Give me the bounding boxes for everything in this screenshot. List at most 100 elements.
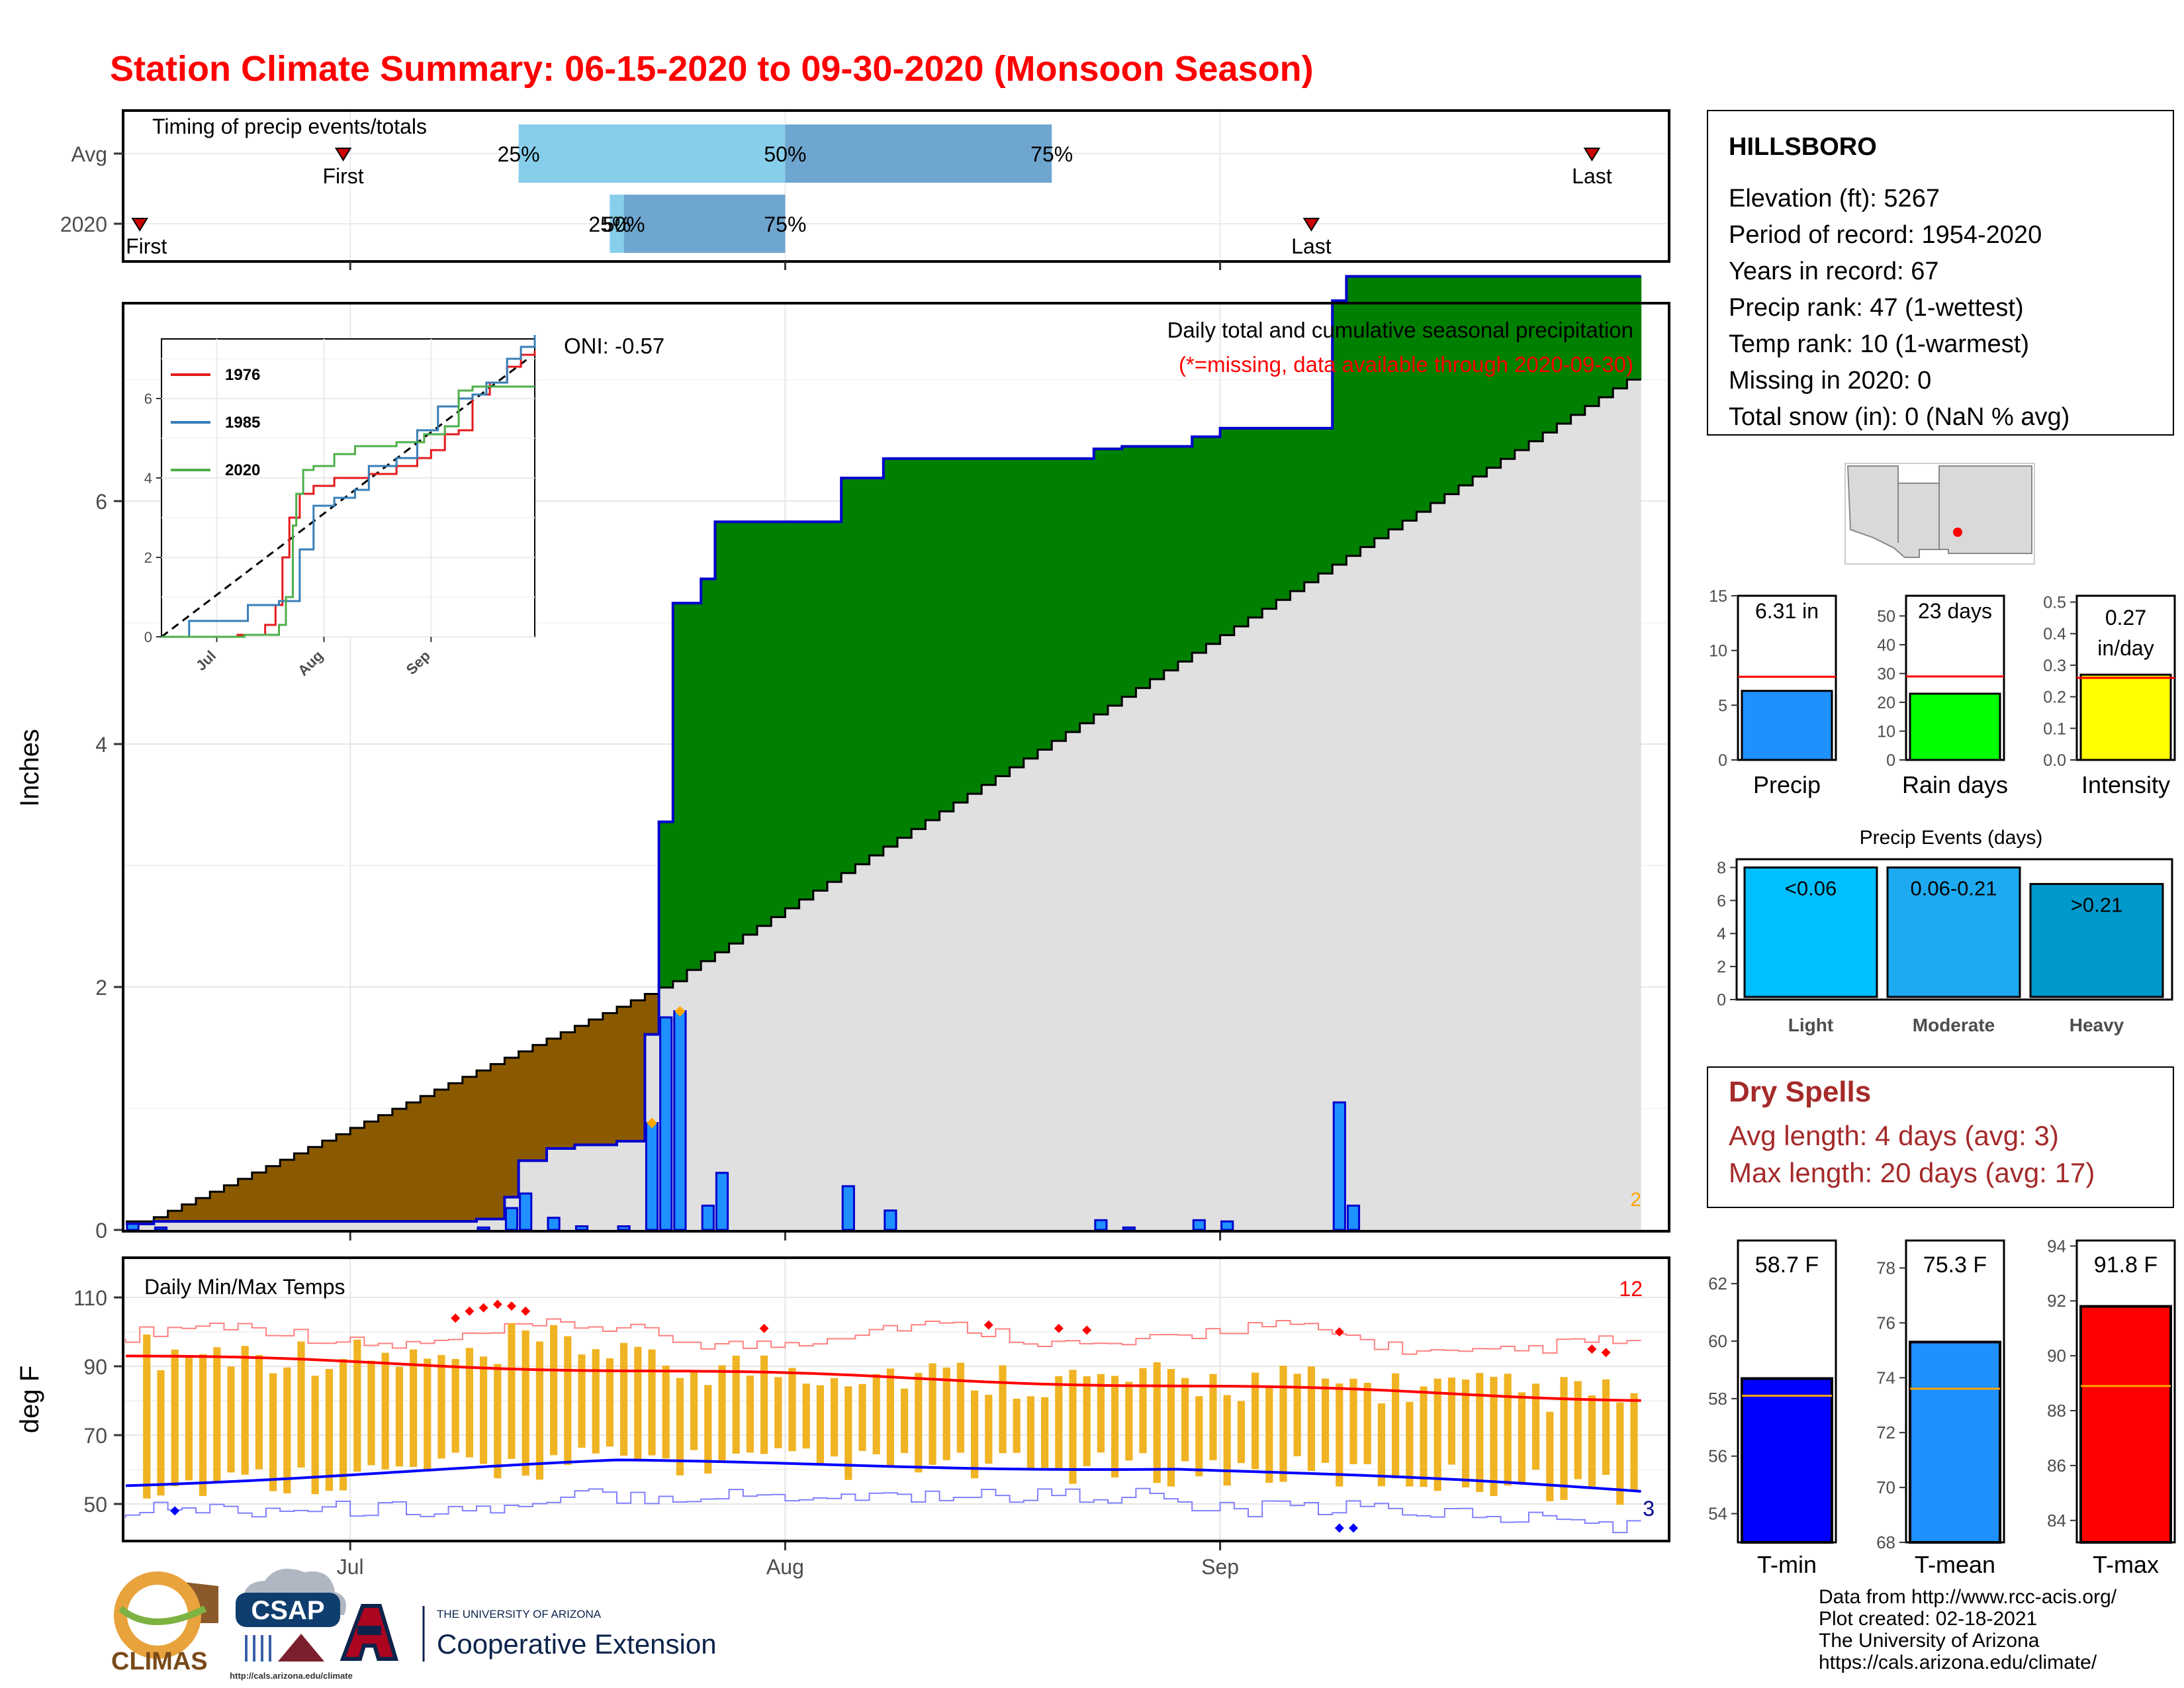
- surplus-area: [1220, 428, 1235, 635]
- daily-temp-bar: [942, 1367, 950, 1460]
- event-bar-light: [1743, 866, 1878, 998]
- surplus-area: [1290, 428, 1305, 591]
- daily-temp-bar: [1195, 1396, 1203, 1477]
- record-high-line: [125, 1318, 1641, 1355]
- daily-temp-bar: [437, 1354, 445, 1459]
- record-high-marker: [451, 1313, 461, 1323]
- daily-temp-bar: [1560, 1377, 1568, 1500]
- daily-temp-bar: [662, 1366, 670, 1459]
- daily-temp-bar: [1223, 1395, 1231, 1486]
- daily-temp-bar: [956, 1362, 964, 1453]
- surplus-area: [799, 522, 814, 900]
- temp-y-tick: 88: [2047, 1401, 2066, 1421]
- deficit-area: [224, 1185, 239, 1222]
- daily-temp-bar: [690, 1371, 698, 1450]
- mini-value-label: 0.27: [2105, 606, 2146, 630]
- daily-temp-bar: [494, 1364, 502, 1479]
- timing-p75-label: 75%: [1030, 142, 1073, 166]
- daily-temp-bar: [1083, 1376, 1091, 1466]
- daily-temp-bar: [578, 1354, 586, 1448]
- surplus-area: [743, 522, 758, 935]
- daily-temp-bar: [522, 1330, 529, 1476]
- timing-label: Timing of precip events/totals: [152, 115, 427, 138]
- station-info-line: Temp rank: 10 (1-warmest): [1729, 330, 2029, 358]
- inset-y-tick: 2: [144, 549, 152, 566]
- temps-y-tick: 90: [83, 1355, 107, 1379]
- deficit-area: [336, 1134, 351, 1222]
- record-high-marker: [1054, 1323, 1064, 1333]
- timing-bar-50-75: [785, 124, 1052, 183]
- daily-temp-bar: [381, 1352, 389, 1470]
- x-axis-month-label: Sep: [1201, 1555, 1239, 1579]
- missing-note: (*=missing, data available through 2020-…: [1179, 352, 1633, 377]
- daily-precip-bar: [574, 1225, 589, 1231]
- surplus-area: [715, 522, 730, 953]
- inset-panel: [161, 338, 535, 637]
- daily-temp-bar: [550, 1325, 558, 1456]
- event-bar-label: 0.06-0.21: [1911, 876, 1997, 900]
- record-high-marker: [478, 1303, 488, 1313]
- credit-line: The University of Arizona: [1819, 1630, 2040, 1652]
- record-high-marker: [507, 1301, 516, 1311]
- daily-temp-bar: [718, 1365, 726, 1461]
- inset-legend-label: 2020: [225, 461, 260, 479]
- daily-temp-bar: [424, 1358, 432, 1472]
- surplus-area: [1276, 428, 1291, 600]
- deficit-area: [322, 1141, 337, 1222]
- inset-x-tick: Jul: [193, 647, 219, 674]
- surplus-area: [883, 458, 898, 847]
- surplus-area: [1009, 458, 1024, 768]
- daily-temp-bar: [410, 1349, 418, 1468]
- timing-p50-label: 50%: [603, 212, 645, 236]
- record-low-line: [125, 1487, 1641, 1534]
- dry-spells-title: Dry Spells: [1729, 1076, 1871, 1108]
- station-info-line: Total snow (in): 0 (NaN % avg): [1729, 403, 2070, 431]
- timing-first-label: First: [126, 234, 167, 258]
- daily-precip-bar: [126, 1223, 140, 1231]
- inset-series-2020: [161, 385, 535, 638]
- daily-temp-bar: [185, 1357, 193, 1481]
- deficit-area: [210, 1192, 224, 1222]
- record-high-marker: [1082, 1325, 1092, 1335]
- station-info-box: [1707, 110, 2174, 436]
- daily-precip-bar: [154, 1226, 168, 1231]
- deficit-area: [645, 994, 660, 1035]
- surplus-area: [1584, 276, 1600, 406]
- surplus-area: [981, 458, 996, 785]
- mini-value-label: 23 days: [1918, 599, 1992, 623]
- daily-temp-bar: [1293, 1374, 1301, 1456]
- record-high-marker: [983, 1320, 993, 1330]
- region-map: [1844, 463, 2035, 565]
- daily-temp-bar: [325, 1369, 333, 1491]
- dry-spells-max: Max length: 20 days (avg: 17): [1729, 1157, 2095, 1188]
- daily-temp-bar: [1504, 1374, 1512, 1486]
- daily-temp-bar: [297, 1341, 305, 1468]
- daily-temp-bar: [367, 1360, 375, 1466]
- daily-temp-bar: [802, 1383, 810, 1449]
- temp-bar-t-min: [1741, 1377, 1833, 1544]
- record-high-marker: [759, 1323, 769, 1333]
- surplus-area: [1444, 276, 1459, 494]
- temps-y-label: deg F: [15, 1366, 44, 1433]
- temp-chart-label: T-mean: [1915, 1551, 1995, 1578]
- mini-bar-precip: [1741, 690, 1833, 761]
- daily-temp-bar: [1167, 1369, 1175, 1487]
- station-location-marker: [1953, 528, 1962, 537]
- ua-name: THE UNIVERSITY OF ARIZONA: [437, 1608, 602, 1620]
- temp-value-label: 58.7 F: [1755, 1252, 1819, 1278]
- daily-temp-bar: [971, 1390, 979, 1479]
- temp-y-tick: 58: [1708, 1389, 1727, 1409]
- daily-temp-bar: [171, 1349, 179, 1486]
- ua-logo: THE UNIVERSITY OF ARIZONA Cooperative Ex…: [340, 1604, 717, 1662]
- daily-temp-bar: [620, 1342, 628, 1456]
- record-low-marker: [1334, 1523, 1344, 1533]
- daily-temp-bar: [788, 1368, 796, 1452]
- deficit-area: [251, 1172, 267, 1222]
- inset-y-tick: 0: [144, 629, 152, 645]
- deficit-area: [294, 1153, 309, 1222]
- surplus-area: [1150, 446, 1165, 680]
- temps-label: Daily Min/Max Temps: [144, 1275, 345, 1299]
- daily-temp-bar: [227, 1366, 235, 1473]
- daily-temp-bar: [157, 1370, 165, 1496]
- ua-extension: Cooperative Extension: [437, 1628, 717, 1660]
